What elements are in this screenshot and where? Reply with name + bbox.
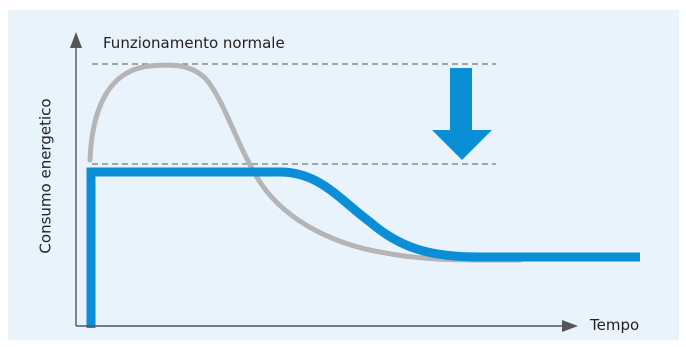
reduced-consumption-curve xyxy=(86,167,640,328)
normal-operation-curve xyxy=(87,62,523,263)
x-axis-arrowhead xyxy=(562,320,578,332)
y-axis-arrowhead xyxy=(70,32,82,48)
x-axis-label: Tempo xyxy=(590,316,640,334)
normal-operation-label: Funzionamento normale xyxy=(103,34,285,52)
reduction-arrow-icon xyxy=(432,68,492,160)
y-axis-label: Consumo energetico xyxy=(36,98,55,254)
